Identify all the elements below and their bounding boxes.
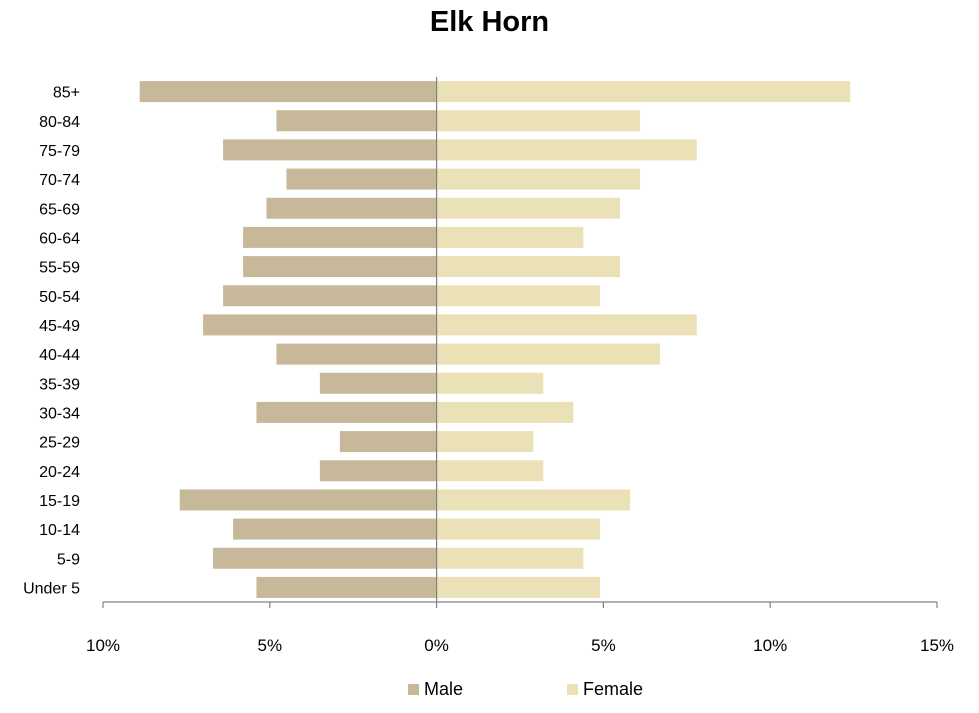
x-tick-label: 10% <box>86 636 120 655</box>
category-label: 65-69 <box>39 201 80 218</box>
bar-female-60-64 <box>436 226 584 248</box>
category-label: 45-49 <box>39 318 80 335</box>
bar-male-40-44 <box>276 343 437 365</box>
bar-female-75-79 <box>436 139 697 161</box>
x-tick-label: 5% <box>258 636 283 655</box>
bar-male-5-9 <box>213 547 437 569</box>
category-label: 55-59 <box>39 260 80 277</box>
category-label: 70-74 <box>39 172 80 189</box>
bar-female-15-19 <box>436 489 631 511</box>
bar-male-60-64 <box>243 226 437 248</box>
bar-female-40-44 <box>436 343 661 365</box>
chart-title: Elk Horn <box>429 6 550 38</box>
x-tick-label: 5% <box>591 636 616 655</box>
bar-female-45-49 <box>436 314 697 336</box>
category-label: 25-29 <box>39 435 80 452</box>
category-label: 30-34 <box>39 405 80 422</box>
bar-female-85plus <box>436 81 851 103</box>
bar-male-75-79 <box>223 139 437 161</box>
category-label: 50-54 <box>39 289 80 306</box>
category-label: 5-9 <box>57 551 80 568</box>
bar-male-55-59 <box>243 256 437 278</box>
category-label: Under 5 <box>23 580 80 597</box>
x-tick-label: 0% <box>424 636 449 655</box>
legend-swatch-female <box>567 684 578 695</box>
bar-male-15-19 <box>179 489 437 511</box>
category-label: 60-64 <box>39 230 80 247</box>
bar-male-65-69 <box>266 197 437 219</box>
bar-male-under-5 <box>256 576 437 598</box>
legend-swatch-male <box>408 684 419 695</box>
bar-female-70-74 <box>436 168 641 190</box>
category-label: 35-39 <box>39 376 80 393</box>
legend-label-female: Female <box>583 679 643 699</box>
category-label: 40-44 <box>39 347 80 364</box>
bar-female-10-14 <box>436 518 601 540</box>
category-label: 85+ <box>53 85 80 102</box>
bar-female-55-59 <box>436 256 621 278</box>
legend-label-male: Male <box>424 679 463 699</box>
category-label: 80-84 <box>39 114 80 131</box>
bar-male-70-74 <box>286 168 437 190</box>
bar-male-10-14 <box>233 518 437 540</box>
bar-female-25-29 <box>436 431 534 453</box>
x-tick-label: 15% <box>920 636 954 655</box>
bar-male-85plus <box>139 81 437 103</box>
bar-female-65-69 <box>436 197 621 219</box>
bar-male-20-24 <box>319 460 437 482</box>
category-label: 75-79 <box>39 143 80 160</box>
bar-female-30-34 <box>436 401 574 423</box>
bar-male-35-39 <box>319 372 437 394</box>
bar-female-35-39 <box>436 372 544 394</box>
bar-female-50-54 <box>436 285 601 307</box>
category-label: 20-24 <box>39 464 80 481</box>
category-label: 15-19 <box>39 493 80 510</box>
bar-male-30-34 <box>256 401 437 423</box>
category-label: 10-14 <box>39 522 80 539</box>
bar-female-under-5 <box>436 576 601 598</box>
bar-female-20-24 <box>436 460 544 482</box>
x-tick-label: 10% <box>753 636 787 655</box>
bar-male-50-54 <box>223 285 437 307</box>
bar-male-80-84 <box>276 110 437 132</box>
bar-female-80-84 <box>436 110 641 132</box>
bar-female-5-9 <box>436 547 584 569</box>
bar-male-25-29 <box>339 431 437 453</box>
bar-male-45-49 <box>203 314 437 336</box>
